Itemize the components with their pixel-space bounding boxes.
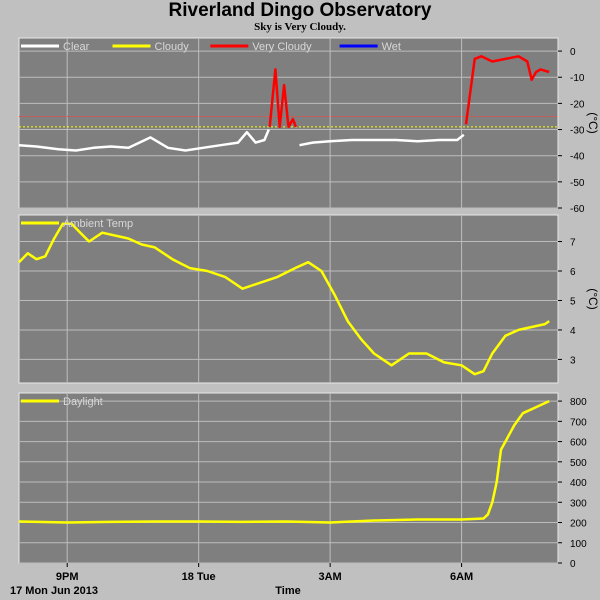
- legend-label: Wet: [382, 41, 401, 53]
- y-tick-label: 3: [570, 355, 576, 366]
- sky-status-text: Sky is Very Cloudy.: [254, 21, 346, 33]
- y-tick-label: 800: [570, 397, 587, 408]
- y-tick-label: 5: [570, 296, 576, 307]
- plot-area: [18, 392, 559, 564]
- x-tick-label: 6AM: [450, 571, 473, 583]
- y-tick-label: -30: [570, 126, 585, 137]
- y-axis-unit-label: (°C): [586, 112, 600, 133]
- y-tick-label: 6: [570, 267, 576, 278]
- x-tick-label: 9PM: [56, 571, 79, 583]
- y-tick-label: 400: [570, 478, 587, 489]
- series-line-very-cloudy: [268, 68, 298, 129]
- x-axis: 17 Mon Jun 2013 Time 9PM 18 Tue 3AM 6AM: [10, 563, 473, 597]
- y-tick-label: 4: [570, 326, 576, 337]
- daylight-panel: 0 100 200 300 400 500 600 700 800 Daylight: [18, 392, 587, 570]
- x-axis-title: Time: [275, 585, 300, 597]
- series-line-very-cloudy: [464, 55, 550, 125]
- series-line-daylight: [18, 399, 550, 524]
- y-tick-label: 100: [570, 539, 587, 550]
- y-tick-label: 500: [570, 458, 587, 469]
- legend-label: Ambient Temp: [63, 218, 133, 230]
- y-tick-label: 700: [570, 417, 587, 428]
- series-line-clear: [299, 133, 465, 147]
- legend-label: Cloudy: [155, 41, 190, 53]
- legend-label: Daylight: [63, 396, 103, 408]
- y-tick-label: 7: [570, 238, 576, 249]
- chart-title: Riverland Dingo Observatory: [168, 0, 432, 21]
- y-axis-unit-label: (°C): [586, 288, 600, 309]
- y-tick-label: 200: [570, 519, 587, 530]
- x-tick-label: 3AM: [319, 571, 342, 583]
- x-tick-label: 18 Tue: [182, 571, 216, 583]
- plot-area: [18, 214, 559, 384]
- sky-temp-panel: 0 -10 -20 -30 -40 -50 -60 Clear Cloudy Very Cloud…: [18, 37, 600, 215]
- series-line-ambient-temp: [18, 222, 550, 376]
- y-tick-label: -40: [570, 152, 585, 163]
- legend-label: Very Cloudy: [252, 41, 312, 53]
- y-tick-label: 300: [570, 498, 587, 509]
- legend-label: Clear: [63, 41, 90, 53]
- x-axis-date-label: 17 Mon Jun 2013: [10, 585, 98, 597]
- ambient-temp-panel: 3 4 5 6 7 Ambient Temp (°C): [18, 214, 600, 384]
- series-line-clear: [18, 129, 270, 152]
- y-tick-label: -20: [570, 99, 585, 110]
- y-tick-label: 600: [570, 438, 587, 449]
- y-tick-label: 0: [570, 559, 576, 570]
- y-tick-label: -10: [570, 73, 585, 84]
- y-tick-label: 0: [570, 47, 576, 58]
- y-tick-label: -60: [570, 204, 585, 215]
- y-tick-label: -50: [570, 178, 585, 189]
